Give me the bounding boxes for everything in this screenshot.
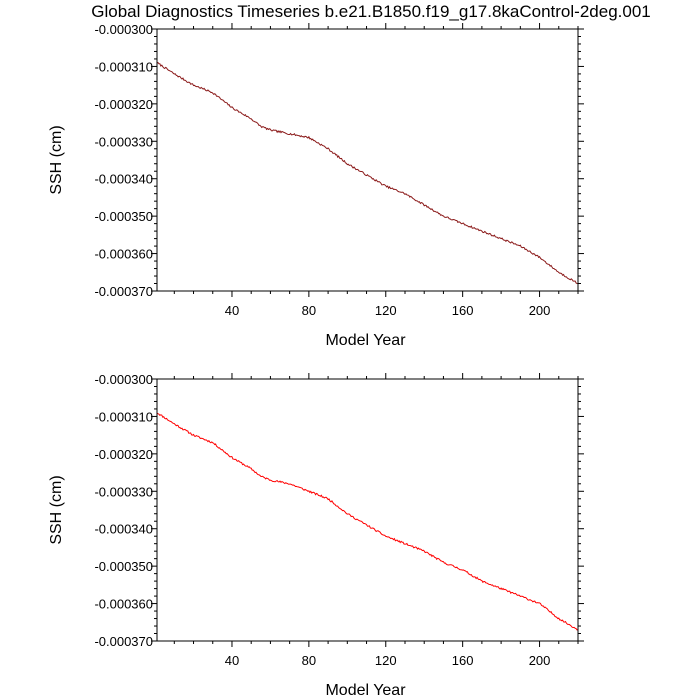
x-axis-label: Model Year (325, 332, 406, 349)
x-tick-label: 120 (375, 303, 397, 318)
y-tick-label: -0.000360 (94, 247, 153, 262)
x-tick-label: 160 (452, 303, 474, 318)
bottom-panel: 40 80 120 160 200 -0.000300 -0.000310 -0.000320… (48, 372, 584, 699)
x-tick-label: 40 (225, 653, 239, 668)
figure-title: Global Diagnostics Timeseries b.e21.B185… (91, 2, 650, 21)
y-tick-label: -0.000320 (94, 97, 153, 112)
y-axis-label: SSH (cm) (48, 475, 65, 544)
y-tick-label: -0.000370 (94, 634, 153, 649)
x-tick-label: 40 (225, 303, 239, 318)
x-tick-label: 120 (375, 653, 397, 668)
y-tick-label: -0.000350 (94, 559, 153, 574)
y-tick-label: -0.000370 (94, 284, 153, 299)
x-tick-label: 200 (529, 303, 551, 318)
y-tick-label: -0.000340 (94, 522, 153, 537)
top-panel: 40 80 120 160 200 -0.000300 -0.000310 -0.000320… (48, 22, 584, 349)
y-tick-label: -0.000300 (94, 372, 153, 387)
series-line (156, 61, 579, 285)
x-tick-label: 80 (302, 303, 316, 318)
series-line (156, 412, 579, 631)
x-tick-label: 200 (529, 653, 551, 668)
y-tick-label: -0.000310 (94, 59, 153, 74)
y-tick-label: -0.000350 (94, 209, 153, 224)
y-tick-label: -0.000330 (94, 134, 153, 149)
plot-frame (156, 28, 579, 292)
x-tick-label: 80 (302, 653, 316, 668)
y-tick-label: -0.000330 (94, 484, 153, 499)
y-axis-label: SSH (cm) (48, 125, 65, 194)
y-tick-label: -0.000340 (94, 172, 153, 187)
y-tick-label: -0.000310 (94, 409, 153, 424)
x-axis-label: Model Year (325, 682, 406, 699)
y-tick-label: -0.000320 (94, 447, 153, 462)
y-tick-label: -0.000360 (94, 597, 153, 612)
plot-frame (156, 378, 579, 642)
y-tick-label: -0.000300 (94, 22, 153, 37)
x-tick-label: 160 (452, 653, 474, 668)
